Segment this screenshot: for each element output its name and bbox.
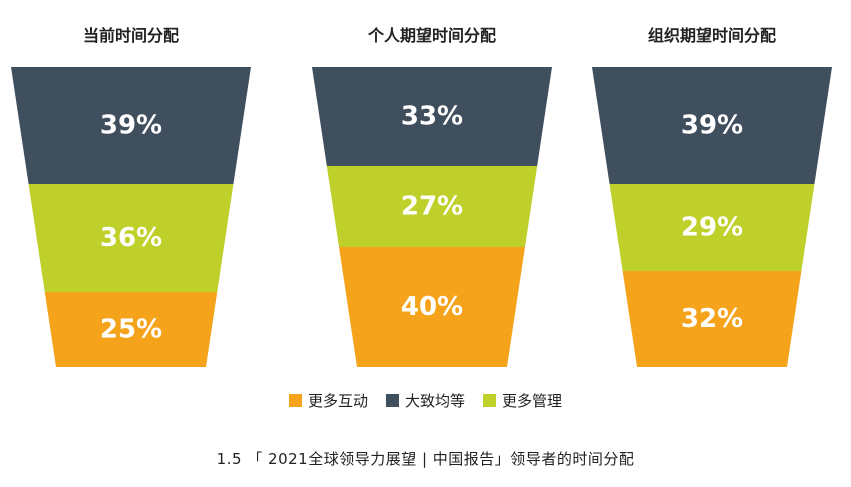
funnel-segment: [609, 184, 815, 271]
funnel-segment: [11, 67, 251, 184]
funnel-1: 当前时间分配 39% 36% 25%: [11, 26, 251, 367]
segment-value-label: 40%: [401, 292, 463, 322]
funnel-title: 当前时间分配: [83, 26, 179, 45]
segment-value-label: 32%: [681, 304, 743, 334]
segment-value-label: 33%: [401, 102, 463, 132]
segment-value-label: 36%: [100, 223, 162, 253]
legend-item-more-management: 更多管理: [483, 390, 562, 411]
segment-value-label: 29%: [681, 213, 743, 243]
funnel-segment: [28, 184, 234, 292]
funnel-segment: [622, 271, 802, 367]
legend-swatch-dark: [385, 394, 399, 407]
legend-item-more-interaction: 更多互动: [288, 390, 368, 411]
funnel-segment: [326, 166, 538, 247]
funnel-segment: [339, 247, 525, 367]
legend-swatch-orange: [288, 394, 302, 407]
figure-caption: 1.5 「 2021全球领导力展望 | 中国报告」领导者的时间分配: [216, 450, 635, 468]
funnel-segment: [312, 67, 552, 166]
segment-value-label: 27%: [401, 192, 463, 222]
funnel-segment: [592, 67, 832, 184]
funnel-segment: [44, 292, 218, 367]
legend-label: 大致均等: [404, 392, 465, 410]
funnel-title: 个人期望时间分配: [367, 26, 496, 45]
legend: 更多互动 大致均等 更多管理: [0, 390, 851, 411]
funnel-2: 个人期望时间分配 33% 27% 40%: [312, 26, 552, 367]
segment-value-label: 25%: [100, 315, 162, 345]
segment-value-label: 39%: [681, 111, 743, 141]
legend-label: 更多互动: [307, 392, 368, 410]
legend-item-roughly-equal: 大致均等: [385, 390, 465, 411]
funnel-title: 组织期望时间分配: [648, 26, 776, 45]
legend-label: 更多管理: [502, 392, 563, 410]
funnel-3: 组织期望时间分配 39% 29% 32%: [592, 26, 832, 367]
legend-swatch-green: [483, 394, 496, 407]
segment-value-label: 39%: [100, 111, 162, 141]
